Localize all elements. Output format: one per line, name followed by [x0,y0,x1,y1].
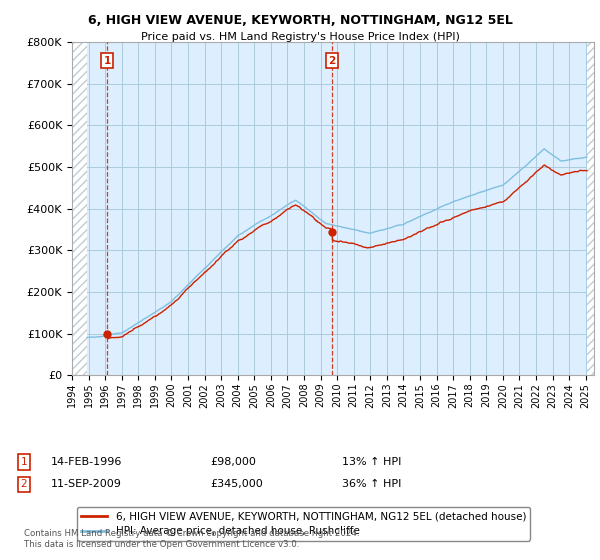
Text: 2: 2 [20,479,28,489]
Text: 36% ↑ HPI: 36% ↑ HPI [342,479,401,489]
Legend: 6, HIGH VIEW AVENUE, KEYWORTH, NOTTINGHAM, NG12 5EL (detached house), HPI: Avera: 6, HIGH VIEW AVENUE, KEYWORTH, NOTTINGHA… [77,507,530,540]
Text: £98,000: £98,000 [210,457,256,467]
Text: 11-SEP-2009: 11-SEP-2009 [51,479,122,489]
Text: Price paid vs. HM Land Registry's House Price Index (HPI): Price paid vs. HM Land Registry's House … [140,32,460,43]
Text: Contains HM Land Registry data © Crown copyright and database right 2024.
This d: Contains HM Land Registry data © Crown c… [24,529,359,549]
Text: 1: 1 [20,457,28,467]
Text: 1: 1 [104,56,111,66]
Text: £345,000: £345,000 [210,479,263,489]
Bar [72,42,87,375]
Text: 2: 2 [328,56,335,66]
Bar [587,42,594,375]
Text: 14-FEB-1996: 14-FEB-1996 [51,457,122,467]
Text: 13% ↑ HPI: 13% ↑ HPI [342,457,401,467]
Text: 6, HIGH VIEW AVENUE, KEYWORTH, NOTTINGHAM, NG12 5EL: 6, HIGH VIEW AVENUE, KEYWORTH, NOTTINGHA… [88,14,512,27]
